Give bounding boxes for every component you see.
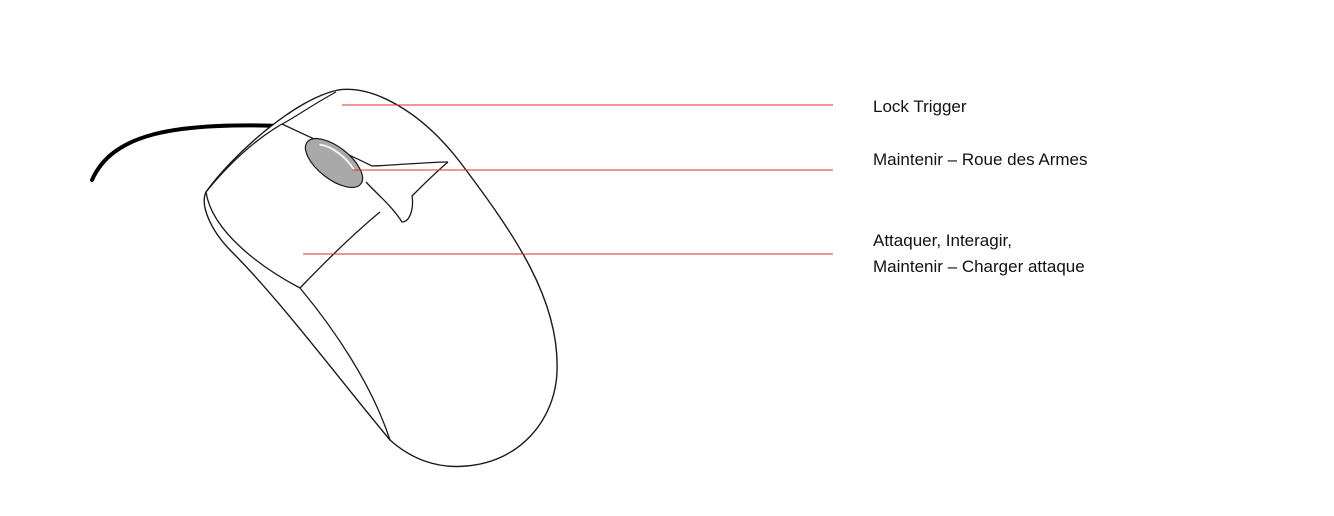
button-divider: [299, 211, 381, 289]
scroll-wheel: [304, 137, 364, 189]
wheel-notch: [365, 161, 449, 223]
label-attack-line1: Attaquer, Interagir,: [873, 231, 1012, 250]
mouse-body: [203, 88, 558, 468]
label-lock-trigger: Lock Trigger: [873, 97, 967, 116]
label-weapon-wheel: Maintenir – Roue des Armes: [873, 150, 1088, 169]
mouse-side-panel: [205, 191, 391, 441]
left-button-top-edge: [205, 123, 283, 193]
label-attack-line2: Maintenir – Charger attaque: [873, 257, 1085, 276]
left-button-seam: [281, 91, 337, 125]
right-button-seam: [371, 161, 449, 167]
mouse-cable: [90, 123, 284, 182]
